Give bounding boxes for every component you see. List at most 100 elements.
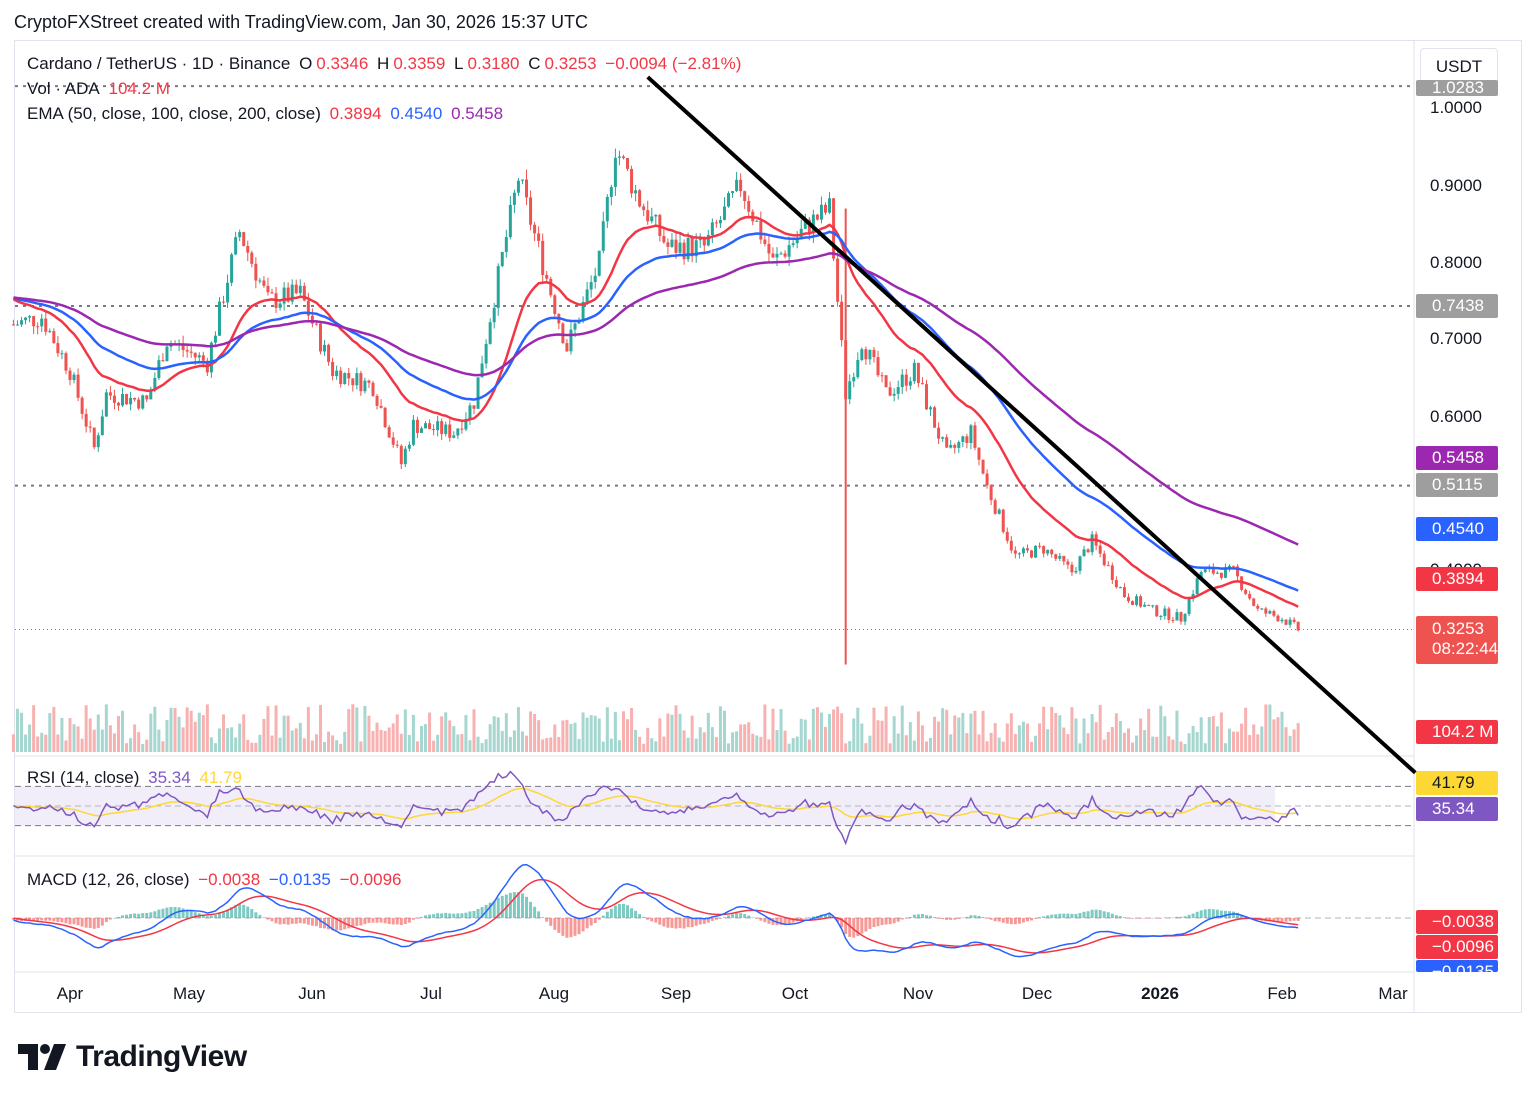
candle-body: [480, 363, 484, 378]
macd-histogram-bar: [1195, 911, 1199, 918]
volume-bar: [807, 739, 811, 752]
quote-currency-button[interactable]: USDT: [1420, 48, 1498, 86]
macd-histogram-bar: [844, 918, 848, 935]
chart-frame[interactable]: [14, 40, 1522, 1013]
candle-body: [799, 228, 803, 238]
candle-body: [787, 245, 791, 257]
volume-bar: [1038, 723, 1042, 752]
volume-bar: [791, 738, 795, 752]
candle-body: [755, 220, 759, 222]
volume-bar: [945, 709, 949, 752]
level-tag-0511: 0.5115: [1416, 473, 1498, 497]
macd-histogram-bar: [759, 918, 763, 921]
tradingview-brand[interactable]: TradingView: [18, 1040, 247, 1074]
volume-bar: [278, 737, 282, 752]
macd-histogram-bar: [1139, 918, 1143, 919]
macd-histogram-bar: [383, 918, 387, 924]
macd-histogram-bar: [1021, 918, 1025, 923]
volume-bar: [585, 717, 589, 752]
volume-bar: [989, 732, 993, 752]
candle-body: [569, 329, 573, 352]
volume-bar: [387, 727, 391, 752]
candle-body: [383, 407, 387, 428]
macd-histogram-bar: [1070, 913, 1074, 918]
macd-histogram-bar: [36, 918, 40, 922]
candle-body: [375, 395, 379, 406]
candle-body: [185, 350, 189, 352]
volume-bar: [1013, 734, 1017, 752]
candle-body: [981, 459, 985, 474]
macd-histogram-bar: [460, 913, 464, 918]
volume-bar: [48, 713, 52, 752]
macd-histogram-bar: [848, 918, 852, 937]
macd-label[interactable]: MACD (12, 26, close): [27, 870, 190, 889]
candle-body: [181, 343, 185, 351]
volume-bar: [1151, 736, 1155, 752]
volume-bar: [771, 708, 775, 752]
candle-body: [609, 187, 613, 197]
candle-body: [803, 219, 807, 229]
macd-histogram-bar: [933, 917, 937, 918]
ema-label[interactable]: EMA (50, close, 100, close, 200, close): [27, 104, 321, 123]
volume-bar: [1264, 704, 1268, 752]
macd-histogram-bar: [411, 918, 415, 920]
macd-histogram-bar: [1001, 918, 1005, 923]
macd-histogram-bar: [658, 918, 662, 925]
macd-histogram-bar: [908, 916, 912, 918]
macd-histogram-bar: [169, 906, 173, 918]
volume-bar: [28, 724, 32, 752]
candle-body: [973, 425, 977, 448]
candle-body: [512, 192, 516, 205]
symbol-name[interactable]: Cardano / TetherUS · 1D · Binance: [27, 54, 291, 73]
candle-body: [290, 284, 294, 302]
macd-histogram-bar: [302, 918, 306, 924]
candle-body: [533, 224, 537, 234]
macd-histogram-bar: [698, 918, 702, 925]
macd-histogram-bar: [452, 913, 456, 918]
macd-histogram-bar: [1268, 918, 1272, 922]
volume-bar: [815, 707, 819, 752]
candle-body: [153, 377, 157, 390]
volume-bar: [799, 718, 803, 752]
volume-label[interactable]: Vol · ADA: [27, 79, 100, 98]
candle-body: [84, 413, 88, 427]
candle-body: [965, 436, 969, 443]
macd-histogram-bar: [904, 918, 908, 919]
volume-bar: [1179, 741, 1183, 752]
macd-histogram-bar: [1114, 915, 1118, 918]
low-label: L: [454, 54, 464, 73]
candle-body: [1264, 608, 1268, 614]
candle-body: [1082, 549, 1086, 557]
volume-bar: [516, 707, 520, 752]
candle-body: [213, 335, 217, 343]
macd-histogram-bar: [965, 916, 969, 918]
volume-bar: [56, 734, 60, 752]
ema200-value: 0.5458: [451, 104, 504, 123]
volume-bar: [129, 738, 133, 752]
volume-bar: [1005, 723, 1009, 752]
volume-bar: [92, 729, 96, 752]
volume-bar: [520, 731, 524, 752]
macd-histogram-bar: [666, 918, 670, 928]
candle-body: [828, 198, 832, 213]
volume-bar: [860, 723, 864, 752]
macd-histogram-bar: [1296, 918, 1300, 921]
volume-bar: [1046, 729, 1050, 752]
candle-body: [1232, 565, 1236, 567]
volume-bar: [1090, 714, 1094, 752]
macd-value: −0.0038: [198, 870, 261, 889]
volume-bar: [112, 733, 116, 752]
candle-body: [727, 193, 731, 207]
candle-body: [1058, 555, 1062, 559]
volume-bar: [937, 721, 941, 752]
rsi-legend: RSI (14, close) 35.34 41.79: [27, 768, 246, 788]
macd-histogram-bar: [1183, 916, 1187, 918]
volume-bar: [1292, 729, 1296, 752]
macd-histogram-bar: [783, 918, 787, 925]
candle-body: [432, 429, 436, 431]
macd-histogram-bar: [68, 918, 72, 925]
volume-bar: [32, 705, 36, 752]
rsi-label[interactable]: RSI (14, close): [27, 768, 140, 787]
macd-histogram-bar: [290, 918, 294, 924]
